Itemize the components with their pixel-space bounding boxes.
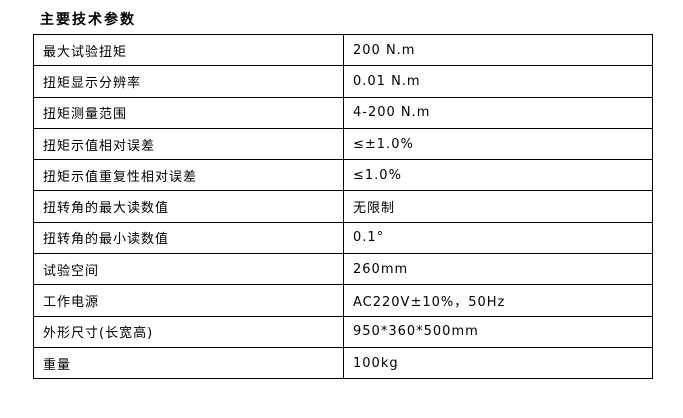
param-value-cell: AC220V±10%，50Hz [343, 284, 653, 317]
param-name-cell: 扭矩示值相对误差 [33, 127, 344, 161]
page-title: 主要技术参数 [40, 12, 136, 28]
param-name-cell: 扭矩示值重复性相对误差 [33, 159, 344, 192]
table-row: 试验空间 260mm [33, 253, 653, 286]
table-row: 扭矩示值重复性相对误差 ≤1.0% [33, 159, 653, 192]
param-name-cell: 扭矩显示分辨率 [33, 65, 344, 98]
spec-table-body: 最大试验扭矩 200 N.m 扭矩显示分辨率 0.01 N.m 扭矩测量范围 4-200 … [33, 33, 653, 380]
param-value-cell: 260mm [343, 253, 653, 286]
table-row: 扭矩示值相对误差 ≤±1.0% [33, 127, 653, 161]
param-value-cell: 950*360*500mm [343, 315, 653, 348]
param-name-cell: 外形尺寸(长宽高) [33, 315, 344, 348]
table-row: 重量 100kg [33, 346, 653, 380]
table-row: 最大试验扭矩 200 N.m [33, 33, 653, 67]
param-name-cell: 试验空间 [33, 253, 344, 286]
param-value-cell: 100kg [343, 346, 653, 380]
param-value-cell: 0.01 N.m [343, 65, 653, 98]
param-name-cell: 扭转角的最小读数值 [33, 221, 344, 255]
param-value-cell: 4-200 N.m [343, 96, 653, 129]
table-row: 扭转角的最小读数值 0.1° [33, 221, 653, 255]
param-value-cell: ≤±1.0% [343, 127, 653, 161]
param-name-cell: 扭矩测量范围 [33, 96, 344, 129]
table-row: 外形尺寸(长宽高) 950*360*500mm [33, 315, 653, 348]
table-row: 工作电源 AC220V±10%，50Hz [33, 284, 653, 317]
table-row: 扭转角的最大读数值 无限制 [33, 190, 653, 223]
param-name-cell: 最大试验扭矩 [33, 33, 344, 67]
spec-table: 最大试验扭矩 200 N.m 扭矩显示分辨率 0.01 N.m 扭矩测量范围 4-200 … [33, 33, 653, 380]
param-value-cell: 0.1° [343, 221, 653, 255]
param-value-cell: 200 N.m [343, 33, 653, 67]
param-value-cell: 无限制 [343, 190, 653, 223]
param-name-cell: 重量 [33, 346, 344, 380]
table-row: 扭矩显示分辨率 0.01 N.m [33, 65, 653, 98]
param-value-cell: ≤1.0% [343, 159, 653, 192]
param-name-cell: 扭转角的最大读数值 [33, 190, 344, 223]
table-row: 扭矩测量范围 4-200 N.m [33, 96, 653, 129]
param-name-cell: 工作电源 [33, 284, 344, 317]
